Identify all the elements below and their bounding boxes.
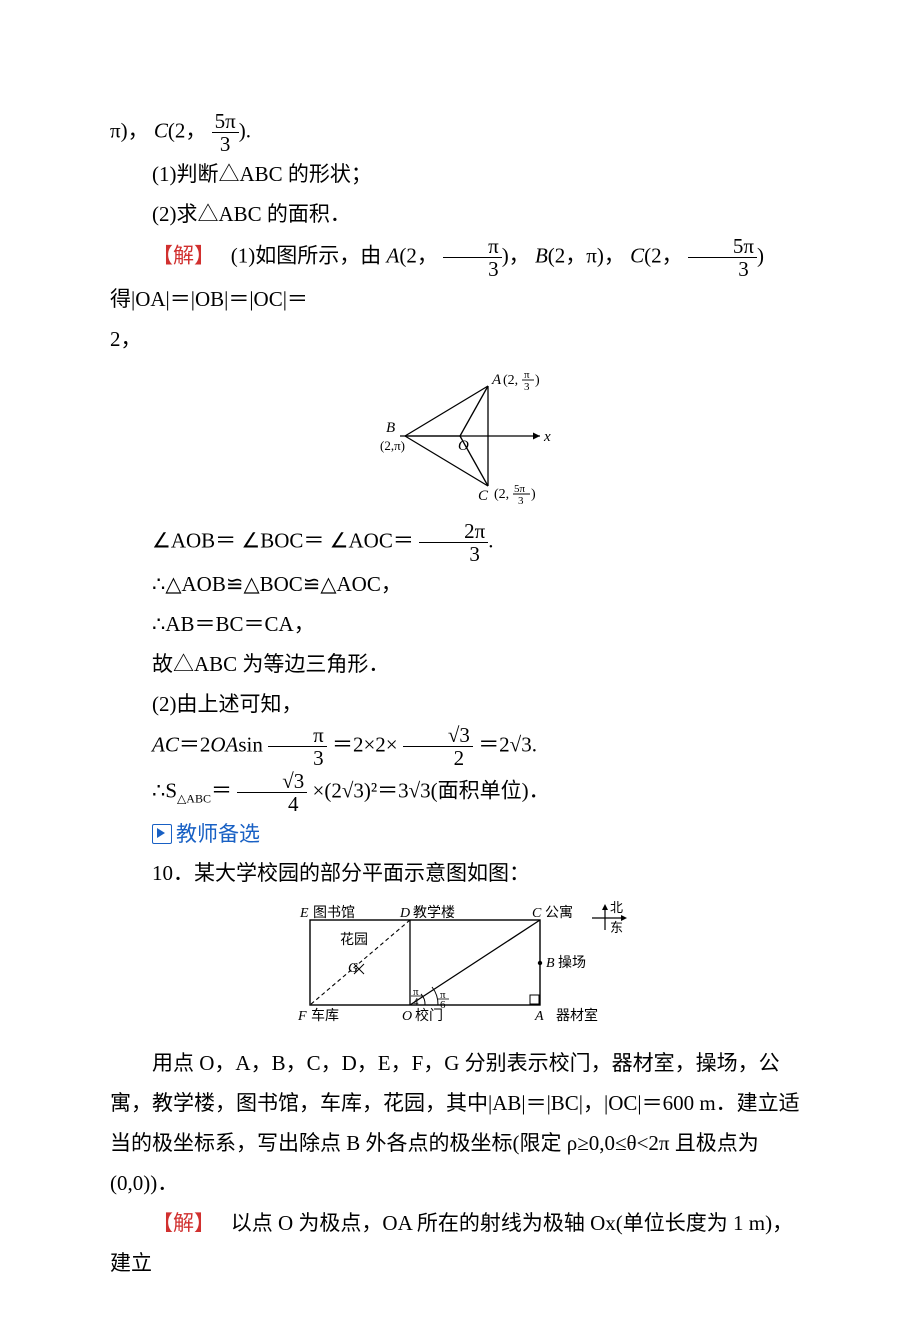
svg-text:器材室: 器材室 [556,1007,598,1024]
congruent-line: ∴△AOB≌△BOC≌△AOC， [110,565,810,605]
sol1-mid: 得|OA|＝|OB|＝|OC|＝ [110,287,308,311]
svg-text:A: A [491,372,502,388]
svg-text:6: 6 [440,999,446,1011]
svg-text:B: B [386,420,395,436]
svg-text:校门: 校门 [415,1007,443,1024]
part2-intro: (2)由上述可知， [110,685,810,725]
svg-text:x: x [543,429,551,445]
eq-area: ∴S△ABC＝ √34 ×(2√3)²＝3√3(面积单位)． [110,770,810,815]
svg-text:D: D [399,906,410,921]
teacher-note: 教师备选 [110,815,810,855]
svg-text:花园: 花园 [340,932,368,948]
svg-text:3: 3 [524,381,530,393]
svg-text:东: 东 [610,920,623,935]
sol1-pre: (1)如图所示，由 [231,243,387,267]
svg-text:E: E [299,906,309,921]
svg-text:(2,: (2, [494,487,509,502]
svg-text:北: 北 [610,900,623,915]
svg-text:5π: 5π [514,483,526,495]
solution-1-line: 【解】 (1)如图所示，由 A(2， π3)， B(2，π)， C(2， 5π3… [110,235,810,320]
svg-text:O: O [458,438,469,454]
angle-frac: 2π 3 [419,520,488,565]
carry-suffix: . [246,118,251,142]
subquestion-1: (1)判断△ABC 的形状； [110,155,810,195]
svg-text:教学楼: 教学楼 [413,905,455,921]
figure-1: O A (2, π 3 ) B (2,π) x C (2, 5π 3 ) [340,366,580,506]
svg-text:C: C [532,906,542,921]
svg-text:B: B [546,956,555,971]
svg-text:(2,π): (2,π) [380,438,405,453]
C-angle-frac: 5π3 [688,235,757,280]
eq-ac: AC＝2OAsin π3 ＝2×2× √32 ＝2√3. [110,724,810,769]
problem-10-body: 用点 O，A，B，C，D，E，F，G 分别表示校门，器材室，操场，公寓，教学楼，… [110,1044,810,1204]
play-icon [152,824,172,844]
A-angle-frac: π3 [443,235,502,280]
sol1-tail: 2， [110,320,810,360]
svg-text:π: π [524,369,530,381]
svg-text:(2,: (2, [503,373,518,388]
pt-C-angle-frac: 5π 3 [212,110,239,155]
carry-over-line: π)， C(2， 5π 3 ). [110,110,810,155]
solution-tag-2: 【解】 [152,1211,215,1235]
solution-tag: 【解】 [152,243,215,267]
problem-10-head: 10．某大学校园的部分平面示意图如图： [110,854,810,894]
svg-text:4: 4 [413,996,419,1008]
equal-sides-line: ∴AB＝BC＝CA， [110,605,810,645]
conclusion-1: 故△ABC 为等边三角形． [110,645,810,685]
svg-text:车库: 车库 [311,1007,339,1024]
carry-prefix: π)， [110,118,149,142]
figure-2-wrap: G E 图书馆 D 教学楼 C 公寓 花园 B 操场 F 车库 O 校门 A 器… [110,900,810,1030]
svg-text:O: O [402,1009,412,1024]
svg-text:图书馆: 图书馆 [313,905,355,921]
pt-C-label: C [154,118,168,142]
subquestion-2: (2)求△ABC 的面积． [110,195,810,235]
pt-C-r: 2 [175,118,186,142]
svg-text:F: F [297,1009,307,1024]
svg-text:): ) [531,487,536,502]
svg-text:G: G [348,961,358,976]
svg-text:C: C [478,488,489,504]
figure-1-wrap: O A (2, π 3 ) B (2,π) x C (2, 5π 3 ) [110,366,810,506]
svg-text:A: A [534,1009,544,1024]
svg-text:公寓: 公寓 [545,904,573,921]
figure-2: G E 图书馆 D 教学楼 C 公寓 花园 B 操场 F 车库 O 校门 A 器… [280,900,640,1030]
svg-text:操场: 操场 [558,955,586,971]
svg-text:): ) [535,373,540,388]
svg-text:3: 3 [518,495,524,506]
solution-2-line: 【解】 以点 O 为极点，OA 所在的射线为极轴 Ox(单位长度为 1 m)，建… [110,1204,810,1284]
eq-angles: ∠AOB＝ ∠BOC＝ ∠AOC＝ 2π 3 . [110,520,810,565]
